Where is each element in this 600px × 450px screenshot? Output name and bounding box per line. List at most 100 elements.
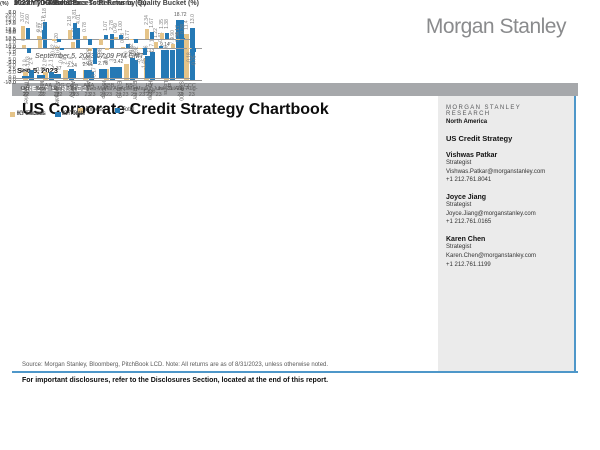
- bar-total-return: [21, 75, 30, 78]
- bar-hy-excess: [98, 39, 103, 46]
- y-tick-label: -2.0: [6, 45, 16, 51]
- footer-rule: [12, 371, 578, 373]
- category-label: A: [26, 83, 30, 89]
- value-label: 0.70: [20, 67, 31, 74]
- value-label: 0.78: [82, 21, 89, 32]
- bar-hy-excess: [175, 38, 180, 40]
- y-tick-label: 7.5: [8, 47, 16, 53]
- value-label: 5.94: [129, 51, 139, 58]
- y-axis-unit: (%): [0, 1, 9, 7]
- category-label: Oct- 22: [21, 86, 32, 99]
- y-tick-label: 6.0: [8, 10, 16, 16]
- value-label: -0.62: [56, 45, 63, 57]
- bar-total-return: [83, 70, 92, 78]
- category-label: EUR IG: [115, 81, 122, 99]
- bar-hy-total: [165, 33, 170, 40]
- analyst-card: Joyce Jiang Strategist Joyce.Jiang@morgans…: [446, 194, 566, 227]
- source-note: Source: Morgan Stanley, Bloomberg, Pitch…: [22, 362, 329, 368]
- chart-body: 7.0 5.0 3.0 1.0 -1.0 -3.0 -5.0 -7.00.602.110.20…: [0, 8, 202, 110]
- y-axis-unit: (%): [0, 1, 9, 7]
- analyst-email: Vishwas.Patkar@morganstanley.com: [446, 168, 546, 175]
- y-tick-label: 20.0: [5, 13, 16, 19]
- legend-item: Total: [114, 107, 135, 113]
- bar-ig-total: [76, 27, 81, 48]
- category-label: B: [167, 83, 172, 89]
- category-label: S&P 500: [177, 81, 184, 101]
- bar-hy-excess: [129, 39, 134, 41]
- bar-ig-excess: [121, 47, 126, 48]
- bar-ig-total: [109, 34, 114, 48]
- bar-hy-excess: [52, 39, 57, 42]
- bar-total: [28, 70, 34, 80]
- analyst-role: Strategist: [446, 160, 472, 166]
- y-tick-label: 3.0: [8, 30, 16, 36]
- value-label: 2.44: [82, 62, 93, 69]
- legend-label: Total: [121, 107, 135, 113]
- y-tick-label: 15.0: [5, 17, 16, 23]
- bar-total-return: [114, 67, 123, 78]
- category-label: Jun- 23: [144, 86, 155, 99]
- legend-swatch: [9, 111, 15, 117]
- value-label: 0.95: [36, 67, 47, 74]
- research-label: MORGAN STANLEY RESEARCH: [446, 105, 522, 117]
- y-tick-label: 5.0: [8, 57, 16, 63]
- bar-total-return: [129, 59, 138, 78]
- bar-hy-total: [26, 27, 31, 40]
- category-label: Jul-23: [167, 86, 183, 92]
- legend-item: HY Excess: [9, 111, 46, 117]
- category-label: Dec- 22: [53, 86, 66, 99]
- bar-hy-excess: [21, 25, 26, 40]
- bar-hy-total: [180, 38, 185, 40]
- chart-title: Monthly IG Returns: [14, 0, 79, 7]
- bar-ig-excess: [71, 42, 76, 48]
- bar-ig-total: [126, 44, 131, 48]
- research-sidebar: MORGAN STANLEY RESEARCH North America US…: [438, 96, 576, 372]
- value-label: 2.76: [98, 61, 108, 68]
- y-tick-label: 1.0: [8, 40, 16, 46]
- bar-total: [109, 67, 115, 80]
- bar-hy-total: [57, 39, 62, 42]
- zero-axis-line: [16, 78, 190, 79]
- legend-item: Excess: [78, 107, 105, 113]
- y-tick-label: 0.0: [8, 75, 16, 81]
- category-label: Feb- 23: [86, 86, 99, 99]
- y-tick-label: 2.5: [8, 67, 16, 73]
- bar-hy-excess: [67, 29, 72, 40]
- value-label: -0.42: [51, 44, 58, 56]
- bar-total: [190, 28, 196, 80]
- category-label: CCC: [183, 83, 196, 89]
- value-label: 0.49: [112, 23, 119, 33]
- bar-hy-excess: [144, 29, 149, 40]
- category-label: Mar- 23: [103, 86, 115, 99]
- category-label: Mar- 23: [97, 86, 109, 99]
- legend-label: IG Excess: [17, 111, 45, 117]
- bar-ig-total: [59, 48, 64, 51]
- bar-hy-total: [41, 29, 46, 40]
- disclosure-note: For important disclosures, refer to the …: [22, 377, 329, 384]
- bar-total: [89, 72, 95, 80]
- value-label: -0.92: [133, 46, 140, 58]
- bar-ig-excess: [170, 43, 175, 48]
- bar-ig-total: [175, 46, 180, 48]
- legend-swatch: [114, 107, 120, 113]
- category-label: IG Corp: [99, 81, 106, 99]
- category-label: BBB: [103, 83, 115, 89]
- value-label: 18.72: [174, 11, 187, 18]
- plot-area: 3.07 0.77 -0.42 2.18 0.78 -1.38 0.49 -0.22 2.34 1…: [16, 9, 190, 83]
- chart-title: 2023 YTD Asset Class Total Returns (%): [14, 0, 147, 7]
- bar-hy-total: [118, 34, 123, 40]
- bar-excess: [184, 34, 190, 80]
- category-label: Jul-23: [157, 86, 173, 92]
- value-label: 9.14: [159, 41, 170, 48]
- bar-ig-excess: [38, 37, 43, 48]
- analyst-name: Joyce Jiang: [446, 194, 487, 202]
- report-date: Sep 5, 2023: [17, 66, 58, 75]
- y-tick-label: 0.0: [8, 77, 16, 83]
- value-label: -0.75: [191, 55, 198, 67]
- analyst-phone: +1 212.761.1199: [446, 261, 491, 268]
- chart-title: Monthly HY Returns: [14, 0, 81, 7]
- category-label: EUR HY: [130, 81, 137, 100]
- bar-ig-excess: [87, 48, 92, 51]
- chart-monthly-hy-returns: Monthly HY Returns (%) 6.0 2.0 -2.0 -6.0 -10.0…: [0, 0, 190, 117]
